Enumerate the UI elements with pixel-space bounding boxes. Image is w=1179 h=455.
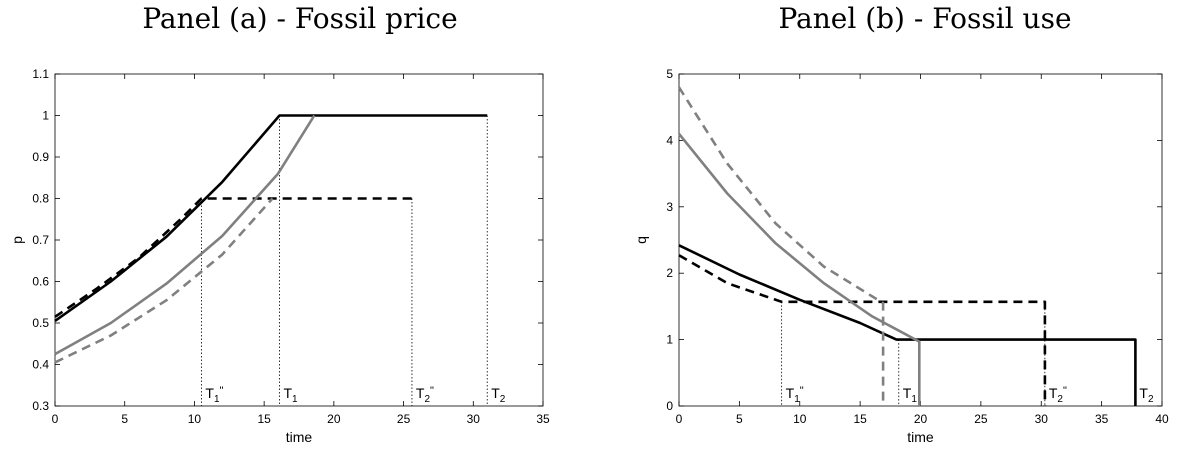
panel-a-series-line-0 xyxy=(54,114,488,322)
panel-a-x-tick-label: 30 xyxy=(467,412,481,426)
panel-a-y-tick-label: 0.4 xyxy=(32,358,49,372)
panel-a-y-tick-label: 1 xyxy=(42,109,49,123)
panel-a-y-tick-label: 0.8 xyxy=(32,192,49,206)
panel-a-y-axis-label: p xyxy=(9,236,25,244)
panel-a-x-tick-label: 0 xyxy=(52,412,59,426)
panel-a-marker-label-0: T1" xyxy=(205,385,223,405)
panel-a-x-tick-label: 15 xyxy=(257,412,271,426)
panel-a-marker-label-1: T1 xyxy=(283,385,298,405)
panel-a-x-axis-label: time xyxy=(286,429,313,445)
panel-b-title: Panel (b) - Fossil use xyxy=(778,2,1072,35)
panel-a-series-line-1 xyxy=(54,197,412,318)
panel-a-y-tick-label: 0.3 xyxy=(32,399,49,413)
panel-a-x-tick-label: 35 xyxy=(536,412,550,426)
panel-a-marker-label-3: T2 xyxy=(491,385,506,405)
panel-a-x-tick-label: 10 xyxy=(188,412,202,426)
panel-a-series-line-3 xyxy=(54,197,274,364)
panel-a-x-tick-label: 5 xyxy=(121,412,128,426)
panel-a-series-line-2 xyxy=(54,114,316,356)
panel-a-title: Panel (a) - Fossil price xyxy=(142,2,458,35)
panel-a-y-tick-label: 0.7 xyxy=(32,233,49,247)
panel-a-x-tick-label: 20 xyxy=(327,412,341,426)
panel-a-x-tick-label: 25 xyxy=(397,412,411,426)
panel-a-marker-label-2: T2" xyxy=(416,385,434,405)
panel-a-plot-frame xyxy=(54,73,544,407)
panel-a-y-tick-label: 0.9 xyxy=(32,150,49,164)
panel-a-y-tick-label: 0.6 xyxy=(32,275,49,289)
panel-a-y-tick-label: 1.1 xyxy=(32,67,49,81)
panel-a-y-tick-label: 0.5 xyxy=(32,316,49,330)
